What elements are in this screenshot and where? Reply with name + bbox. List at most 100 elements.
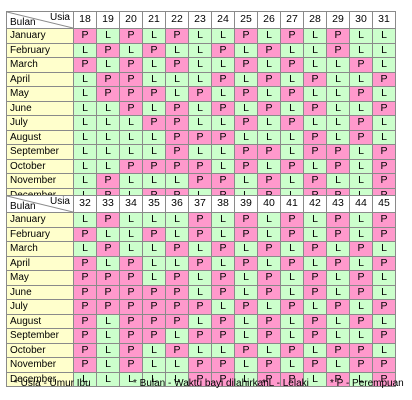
gender-cell: L xyxy=(142,100,166,116)
gender-cell: P xyxy=(372,299,396,315)
gender-cell: P xyxy=(372,357,396,373)
gender-cell: L xyxy=(188,313,212,329)
gender-cell: L xyxy=(211,57,235,73)
month-label: November xyxy=(6,357,74,373)
gender-cell: P xyxy=(142,158,166,174)
month-label: May xyxy=(6,86,74,102)
gender-cell: P xyxy=(257,313,281,329)
gender-cell: L xyxy=(96,28,120,44)
gender-cell: L xyxy=(188,115,212,131)
gender-cell: L xyxy=(211,226,235,242)
gender-cell: L xyxy=(165,86,189,102)
gender-cell: L xyxy=(303,86,327,102)
gender-cell: L xyxy=(303,371,327,387)
gender-cell: P xyxy=(349,313,373,329)
gender-cell: P xyxy=(372,328,396,344)
gender-cell: P xyxy=(165,284,189,300)
gender-cell: L xyxy=(349,173,373,189)
gender-cell: L xyxy=(257,28,281,44)
table-row: February L P L P L L P L P L L P L L xyxy=(6,42,396,58)
gender-cell: P xyxy=(188,226,212,242)
month-label: December xyxy=(6,371,74,387)
table-row: July L L L P P L L P L P L L P L xyxy=(6,115,396,131)
gender-cell: P xyxy=(372,173,396,189)
gender-cell: L xyxy=(142,342,166,358)
gender-cell: P xyxy=(165,144,189,160)
age-header: 19 xyxy=(96,11,120,29)
gender-cell: P xyxy=(73,284,97,300)
age-header: 24 xyxy=(211,11,235,29)
table-row: November P L P L L P P L P L P L P P xyxy=(6,357,396,373)
gender-cell: L xyxy=(96,328,120,344)
gender-cell: L xyxy=(303,28,327,44)
gender-cell: L xyxy=(142,212,166,228)
gender-cell: P xyxy=(188,328,212,344)
gender-cell: P xyxy=(234,158,258,174)
gender-cell: P xyxy=(257,144,281,160)
gender-cell: L xyxy=(142,270,166,286)
gender-cell: L xyxy=(349,255,373,271)
table-row: February P L L P L P L P L P L P L P xyxy=(6,226,396,242)
gender-cell: P xyxy=(188,357,212,373)
table-row: January L P L L L P L P L P L P L P xyxy=(6,212,396,228)
gender-cell: P xyxy=(211,328,235,344)
gender-cell: L xyxy=(119,371,143,387)
gender-cell: L xyxy=(165,173,189,189)
gender-cell: P xyxy=(96,42,120,58)
gender-cell: P xyxy=(257,371,281,387)
age-header: 22 xyxy=(165,11,189,29)
gender-cell: P xyxy=(211,100,235,116)
gender-cell: L xyxy=(303,115,327,131)
gender-cell: P xyxy=(303,241,327,257)
gender-cell: P xyxy=(211,313,235,329)
gender-cell: L xyxy=(372,342,396,358)
month-label: January xyxy=(6,212,74,228)
gender-cell: L xyxy=(280,42,304,58)
legend-lelaki: * L - Lelaki xyxy=(262,378,309,389)
gender-cell: P xyxy=(73,357,97,373)
gender-cell: L xyxy=(211,144,235,160)
table-row: August P L P P P L P L P L P L P L xyxy=(6,313,396,329)
gender-cell: L xyxy=(372,115,396,131)
age-header: 40 xyxy=(257,195,281,213)
gender-cell: P xyxy=(73,328,97,344)
gender-cell: P xyxy=(96,299,120,315)
month-label: November xyxy=(6,173,74,189)
gender-cell: P xyxy=(349,129,373,145)
gender-cell: L xyxy=(303,342,327,358)
gender-cell: P xyxy=(349,270,373,286)
gender-cell: L xyxy=(257,342,281,358)
gender-cell: L xyxy=(257,86,281,102)
gender-cell: P xyxy=(211,173,235,189)
gender-cell: L xyxy=(119,42,143,58)
table-row: June P P P P P L P L P L P L P L xyxy=(6,284,396,300)
age-header: 30 xyxy=(349,11,373,29)
gender-cell: L xyxy=(119,129,143,145)
gender-cell: P xyxy=(119,71,143,87)
gender-cell: P xyxy=(119,158,143,174)
gender-cell: L xyxy=(326,284,350,300)
gender-cell: L xyxy=(211,115,235,131)
gender-cell: L xyxy=(257,129,281,145)
gender-cell: L xyxy=(303,212,327,228)
gender-cell: L xyxy=(257,158,281,174)
gender-cell: P xyxy=(234,299,258,315)
gender-cell: L xyxy=(326,270,350,286)
age-header: 26 xyxy=(257,11,281,29)
gender-cell: P xyxy=(349,342,373,358)
age-header: 20 xyxy=(119,11,143,29)
corner-cell: Usia Bulan xyxy=(6,195,74,213)
gender-cell: L xyxy=(165,212,189,228)
gender-cell: P xyxy=(303,71,327,87)
gender-cell: P xyxy=(257,270,281,286)
gender-cell: L xyxy=(188,28,212,44)
gender-cell: P xyxy=(119,57,143,73)
month-label: May xyxy=(6,270,74,286)
gender-cell: L xyxy=(326,313,350,329)
gender-cell: P xyxy=(372,100,396,116)
legend-bulan: * Bulan - Waktu bayi dilahirkan xyxy=(133,378,269,389)
gender-cell: L xyxy=(349,158,373,174)
gender-cell: L xyxy=(73,129,97,145)
gender-cell: L xyxy=(372,313,396,329)
gender-cell: P xyxy=(280,57,304,73)
